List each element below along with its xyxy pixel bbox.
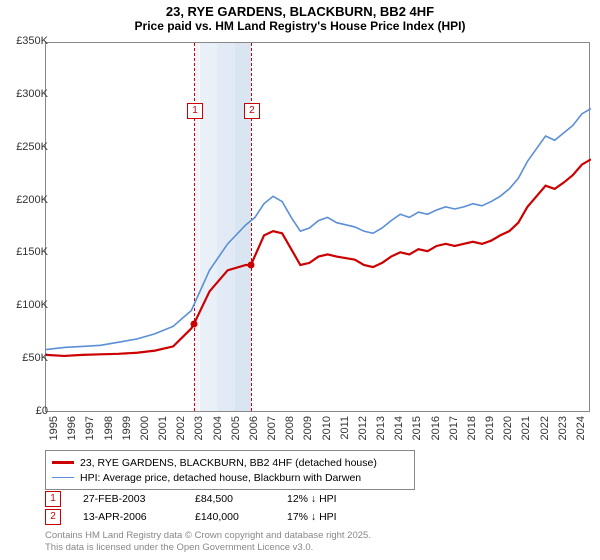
legend-swatch (52, 461, 74, 463)
table-row: 2 13-APR-2006 £140,000 17% ↓ HPI (45, 508, 367, 526)
x-axis-tick: 2009 (302, 416, 314, 446)
title-line1: 23, RYE GARDENS, BLACKBURN, BB2 4HF (0, 4, 600, 19)
chart-area: 12 (45, 42, 590, 412)
transaction-marker: 2 (45, 509, 61, 525)
x-axis-tick: 2003 (193, 416, 205, 446)
x-axis-tick: 2004 (212, 416, 224, 446)
x-axis-tick: 2001 (157, 416, 169, 446)
title-line2: Price paid vs. HM Land Registry's House … (0, 19, 600, 33)
x-axis-tick: 1998 (103, 416, 115, 446)
y-axis-tick: £100K (6, 299, 48, 311)
x-axis-tick: 2020 (502, 416, 514, 446)
transaction-price: £140,000 (195, 511, 265, 523)
legend-item: 23, RYE GARDENS, BLACKBURN, BB2 4HF (det… (52, 455, 408, 470)
footer-line2: This data is licensed under the Open Gov… (45, 542, 371, 554)
y-axis-tick: £150K (6, 246, 48, 258)
x-axis-tick: 2002 (175, 416, 187, 446)
footer-attribution: Contains HM Land Registry data © Crown c… (45, 530, 371, 554)
x-axis-tick: 2015 (411, 416, 423, 446)
legend-label: HPI: Average price, detached house, Blac… (80, 472, 361, 484)
table-row: 1 27-FEB-2003 £84,500 12% ↓ HPI (45, 490, 367, 508)
x-axis-tick: 1999 (121, 416, 133, 446)
legend-swatch (52, 477, 74, 479)
chart-title-block: 23, RYE GARDENS, BLACKBURN, BB2 4HF Pric… (0, 0, 600, 33)
legend: 23, RYE GARDENS, BLACKBURN, BB2 4HF (det… (45, 450, 415, 490)
transaction-marker: 1 (45, 491, 61, 507)
x-axis-tick: 2018 (466, 416, 478, 446)
y-axis-tick: £50K (6, 352, 48, 364)
plot-region: 12 (45, 42, 590, 412)
x-axis-tick: 2012 (357, 416, 369, 446)
transaction-diff: 12% ↓ HPI (287, 493, 367, 505)
x-axis-tick: 2011 (339, 416, 351, 446)
transaction-price: £84,500 (195, 493, 265, 505)
x-axis-tick: 2006 (248, 416, 260, 446)
x-axis-tick: 2022 (539, 416, 551, 446)
transactions-table: 1 27-FEB-2003 £84,500 12% ↓ HPI 2 13-APR… (45, 490, 367, 526)
y-axis-tick: £250K (6, 141, 48, 153)
x-axis-tick: 2010 (321, 416, 333, 446)
x-axis-tick: 2014 (393, 416, 405, 446)
transaction-dot (247, 262, 254, 269)
y-axis-tick: £0 (6, 405, 48, 417)
x-axis-tick: 2023 (557, 416, 569, 446)
x-axis-tick: 2008 (284, 416, 296, 446)
x-axis-tick: 2024 (575, 416, 587, 446)
x-axis-tick: 2005 (230, 416, 242, 446)
transaction-date: 27-FEB-2003 (83, 493, 173, 505)
transaction-dot (191, 320, 198, 327)
x-axis-tick: 1997 (84, 416, 96, 446)
legend-label: 23, RYE GARDENS, BLACKBURN, BB2 4HF (det… (80, 457, 377, 469)
footer-line1: Contains HM Land Registry data © Crown c… (45, 530, 371, 542)
y-axis-tick: £300K (6, 88, 48, 100)
x-axis-tick: 2017 (448, 416, 460, 446)
x-axis-tick: 1996 (66, 416, 78, 446)
x-axis-tick: 2000 (139, 416, 151, 446)
x-axis-tick: 2019 (484, 416, 496, 446)
y-axis-tick: £200K (6, 194, 48, 206)
transaction-date: 13-APR-2006 (83, 511, 173, 523)
x-axis-tick: 2007 (266, 416, 278, 446)
series-hpi (46, 109, 591, 350)
y-axis-tick: £350K (6, 35, 48, 47)
legend-item: HPI: Average price, detached house, Blac… (52, 470, 408, 485)
x-axis-tick: 2021 (520, 416, 532, 446)
chart-svg (46, 43, 591, 413)
x-axis-tick: 2016 (430, 416, 442, 446)
x-axis-tick: 1995 (48, 416, 60, 446)
x-axis-tick: 2013 (375, 416, 387, 446)
transaction-diff: 17% ↓ HPI (287, 511, 367, 523)
